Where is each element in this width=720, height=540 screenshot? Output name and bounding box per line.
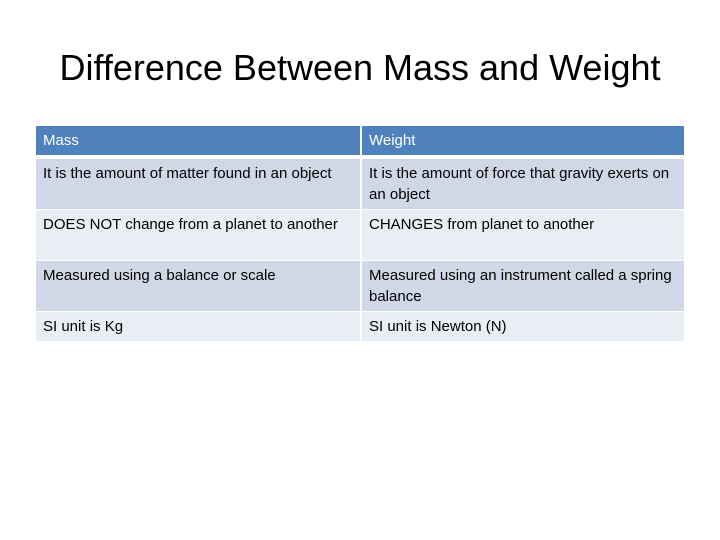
table-row: SI unit is Kg SI unit is Newton (N): [36, 311, 684, 341]
mass-cell: DOES NOT change from a planet to another: [36, 209, 360, 260]
mass-cell: It is the amount of matter found in an o…: [36, 158, 360, 209]
table-row: It is the amount of matter found in an o…: [36, 158, 684, 209]
mass-cell: Measured using a balance or scale: [36, 260, 360, 311]
weight-cell: Measured using an instrument called a sp…: [360, 260, 684, 311]
comparison-table: Mass Weight It is the amount of matter f…: [36, 126, 684, 341]
weight-cell: CHANGES from planet to another: [360, 209, 684, 260]
header-mass: Mass: [36, 126, 360, 158]
mass-cell: SI unit is Kg: [36, 311, 360, 341]
table-header-row: Mass Weight: [36, 126, 684, 158]
table-row: Measured using a balance or scale Measur…: [36, 260, 684, 311]
table-row: DOES NOT change from a planet to another…: [36, 209, 684, 260]
weight-cell: SI unit is Newton (N): [360, 311, 684, 341]
weight-cell: It is the amount of force that gravity e…: [360, 158, 684, 209]
header-weight: Weight: [360, 126, 684, 158]
slide-title: Difference Between Mass and Weight: [59, 47, 661, 88]
